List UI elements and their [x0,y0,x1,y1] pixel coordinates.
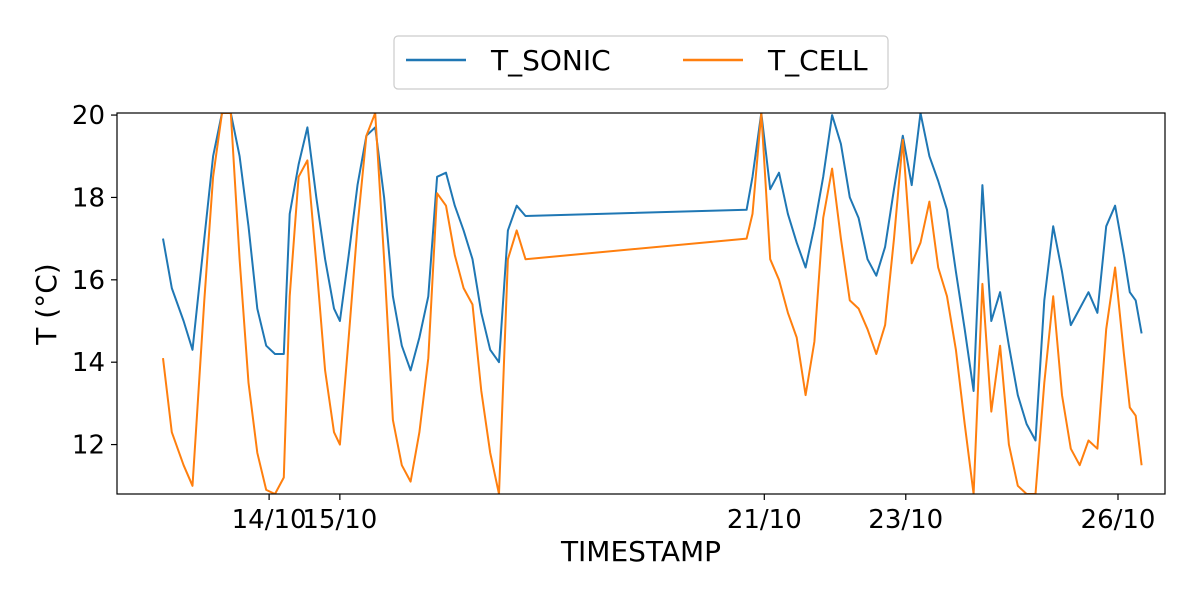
y-tick-label: 18 [72,183,105,213]
x-tick-label: 26/10 [1081,505,1156,535]
y-tick-label: 14 [72,348,105,378]
series-line-t-cell [162,113,1143,494]
x-axis-title: TIMESTAMP [560,535,721,568]
plot-lines [162,113,1143,494]
y-tick-label: 16 [72,266,105,296]
x-tick-label: 23/10 [868,505,943,535]
legend-label-t-cell: T_CELL [767,44,868,77]
y-axis-title: T (°C) [30,263,63,345]
series-line-t-sonic [162,113,1143,442]
legend-frame [393,35,889,90]
x-tick-label: 15/10 [302,505,377,535]
y-axis: 12 14 16 18 20 [72,101,117,461]
legend: T_SONIC T_CELL [393,35,889,90]
x-tick-label: 21/10 [727,505,802,535]
x-tick-label: 14/10 [232,505,307,535]
plot-frame [116,112,1166,495]
y-tick-label: 20 [72,101,105,131]
y-tick-label: 12 [72,431,105,461]
legend-label-t-sonic: T_SONIC [490,44,611,77]
